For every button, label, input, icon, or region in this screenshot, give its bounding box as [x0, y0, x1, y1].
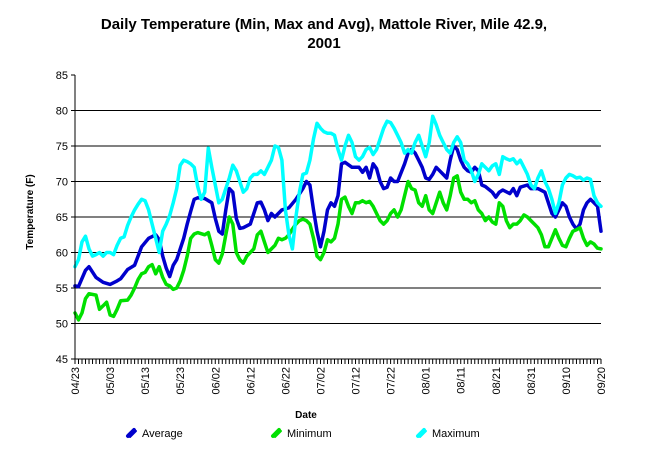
y-tick-label: 45 — [56, 354, 68, 366]
x-tick-label: 07/02 — [315, 367, 327, 395]
minimum-legend-swatch-shade — [274, 430, 282, 438]
chart-legend: Average Minimum Maximum — [126, 428, 480, 440]
x-tick-label: 06/22 — [280, 367, 292, 395]
x-tick-label: 06/02 — [210, 367, 222, 395]
minimum-series-line — [73, 174, 603, 322]
y-tick-label: 65 — [56, 212, 68, 224]
x-tick-label: 08/11 — [456, 367, 468, 394]
x-tick-label: 04/23 — [70, 367, 82, 395]
x-tick-label: 08/01 — [421, 367, 433, 395]
average-legend-swatch-shade — [129, 430, 137, 438]
x-axis-ticks: 04/23 05/03 05/13 05/23 06/02 06/12 06/22 07/02… — [70, 359, 608, 395]
y-tick-label: 80 — [56, 106, 68, 118]
maximum-legend-swatch-shade — [419, 430, 427, 438]
average-series-line — [73, 144, 603, 289]
minimum-legend-label: Minimum — [287, 428, 332, 440]
chart-title-line-1: Daily Temperature (Min, Max and Avg), Ma… — [101, 16, 547, 33]
average-legend-label: Average — [142, 428, 183, 440]
y-axis-label: Temperature (F) — [25, 174, 36, 249]
chart-title-line-2: 2001 — [307, 35, 340, 52]
x-axis-label: Date — [295, 410, 317, 421]
y-tick-label: 50 — [56, 319, 68, 331]
y-tick-label: 55 — [56, 283, 68, 295]
x-tick-label: 07/22 — [386, 367, 398, 395]
x-tick-label: 09/20 — [596, 367, 608, 395]
x-tick-label: 06/12 — [245, 367, 257, 395]
y-tick-label: 70 — [56, 177, 68, 189]
maximum-legend-swatch — [416, 428, 426, 438]
x-tick-label: 05/13 — [140, 367, 152, 395]
x-tick-label: 07/12 — [351, 367, 363, 395]
y-tick-label: 85 — [56, 70, 68, 82]
x-tick-label: 08/31 — [526, 367, 538, 395]
maximum-series-line — [73, 114, 603, 269]
maximum-legend-label: Maximum — [432, 428, 480, 440]
y-axis-ticks: 45 50 55 60 65 70 75 80 85 — [56, 70, 75, 366]
x-tick-label: 05/23 — [175, 367, 187, 395]
series-lines — [73, 114, 603, 322]
y-tick-label: 75 — [56, 141, 68, 153]
minimum-legend-swatch — [271, 428, 281, 438]
axes — [74, 75, 601, 360]
x-tick-label: 09/10 — [561, 367, 573, 395]
x-tick-label: 08/21 — [491, 367, 503, 395]
x-tick-label: 05/03 — [105, 367, 117, 395]
y-tick-label: 60 — [56, 248, 68, 260]
average-legend-swatch — [126, 428, 136, 438]
